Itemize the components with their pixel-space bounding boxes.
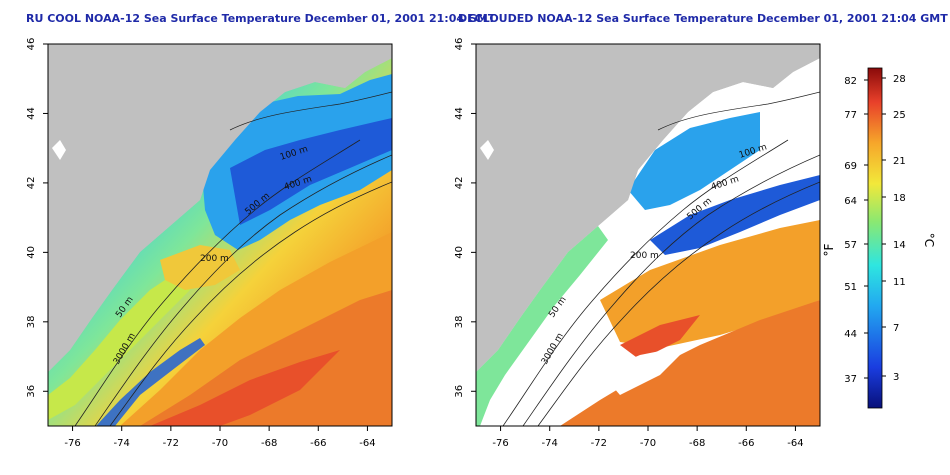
lon-tick-label: -64	[359, 438, 375, 449]
lake-patch	[480, 140, 494, 160]
colorbar-ticks: 82 77 69 64 57 51 44 37 28 25 21 18 14 11 7 3	[844, 74, 905, 385]
lat-tick-label: 42	[454, 177, 465, 190]
lon-tick-label: -72	[591, 438, 607, 449]
contour-gulf-maine	[229, 91, 392, 131]
slope-cold-streak	[96, 338, 205, 426]
lon-tick-label: -72	[163, 438, 179, 449]
left-sst-map: 100 m 400 m 500 m 200 m 50 m 3000 m	[48, 44, 392, 426]
lat-tick-label: 40	[454, 246, 465, 259]
celsius-tick-label: 25	[893, 110, 906, 121]
right-sst-map: 100 m 400 m 500 m 200 m 50 m 3000 m	[476, 44, 820, 426]
lat-tick-label: 46	[26, 38, 37, 51]
lake-patch	[52, 140, 66, 160]
colorbar-ramp	[867, 67, 883, 409]
contour-3000m	[537, 181, 820, 426]
fahrenheit-tick-label: 44	[844, 329, 857, 340]
fahrenheit-tick-label: 69	[844, 161, 857, 172]
lat-tick-label: 44	[26, 107, 37, 120]
celsius-tick-label: 14	[893, 240, 906, 251]
shelf-water-region	[476, 226, 608, 426]
contour-label-200m: 200 m	[200, 254, 229, 264]
lat-tick-label: 38	[454, 315, 465, 328]
lon-tick-label: -70	[640, 438, 656, 449]
fahrenheit-tick-label: 82	[844, 76, 857, 87]
slope-eddy	[160, 245, 240, 290]
fahrenheit-unit-label: °F	[822, 243, 836, 256]
lat-tick-label: 36	[26, 385, 37, 398]
lon-tick-label: -68	[689, 438, 705, 449]
cloud-gap	[600, 345, 690, 395]
lat-tick-label: 36	[454, 385, 465, 398]
celsius-tick-label: 21	[893, 156, 906, 167]
left-map-title: RU COOL NOAA-12 Sea Surface Temperature …	[26, 12, 496, 25]
lon-tick-label: -76	[492, 438, 508, 449]
celsius-tick-label: 28	[893, 74, 906, 85]
contour-200m	[522, 154, 820, 426]
hottest-filament	[620, 315, 700, 360]
celsius-unit-label: °C	[922, 233, 936, 247]
very-cold-band	[650, 175, 820, 255]
contour-3000m	[109, 181, 392, 426]
lon-tick-label: -70	[212, 438, 228, 449]
gulf-stream-warm-core	[140, 290, 392, 426]
celsius-tick-label: 7	[893, 323, 899, 334]
celsius-tick-label: 18	[893, 193, 906, 204]
lat-tick-label: 38	[26, 315, 37, 328]
contour-label-200m: 200 m	[630, 251, 659, 261]
lat-tick-label: 46	[454, 38, 465, 51]
fahrenheit-tick-label: 51	[844, 282, 857, 293]
lat-tick-label: 40	[26, 246, 37, 259]
lon-tick-label: -74	[542, 438, 558, 449]
shelf-water-region	[48, 270, 190, 420]
contour-50m	[74, 139, 361, 426]
lat-tick-label: 42	[26, 177, 37, 190]
right-map-axes: 46 44 42 40 38 36 -76 -74 -72 -70 -68 -66 -64	[454, 38, 804, 449]
contour-200m	[94, 154, 392, 426]
fahrenheit-tick-label: 64	[844, 196, 857, 207]
warm-water-region	[600, 220, 820, 348]
coastline-land	[48, 44, 392, 372]
right-map-title: DECLOUDED NOAA-12 Sea Surface Temperatur…	[458, 12, 948, 25]
lon-tick-label: -66	[738, 438, 754, 449]
lon-tick-label: -74	[114, 438, 130, 449]
celsius-tick-label: 3	[893, 372, 899, 383]
fahrenheit-tick-label: 37	[844, 374, 857, 385]
coastline-land	[476, 44, 820, 372]
celsius-tick-label: 11	[893, 277, 906, 288]
lon-tick-label: -76	[64, 438, 80, 449]
lon-tick-label: -66	[310, 438, 326, 449]
lon-tick-label: -64	[787, 438, 803, 449]
fahrenheit-tick-label: 57	[844, 240, 857, 251]
hottest-filament	[150, 350, 340, 426]
cold-water-region	[628, 112, 760, 210]
contour-gulf-maine	[657, 91, 820, 131]
lon-tick-label: -68	[261, 438, 277, 449]
contour-50m	[502, 139, 789, 426]
gulf-stream-warm-core	[560, 300, 820, 426]
lat-tick-label: 44	[454, 107, 465, 120]
fahrenheit-tick-label: 77	[844, 110, 857, 121]
temperature-colorbar: °F °C 82 77 69 64 57 51 44 37 28 25 21 18 14 11 7 3	[822, 67, 936, 409]
left-map-axes: 46 44 42 40 38 36 -76 -74 -72 -70 -68 -66 -64	[26, 38, 376, 449]
